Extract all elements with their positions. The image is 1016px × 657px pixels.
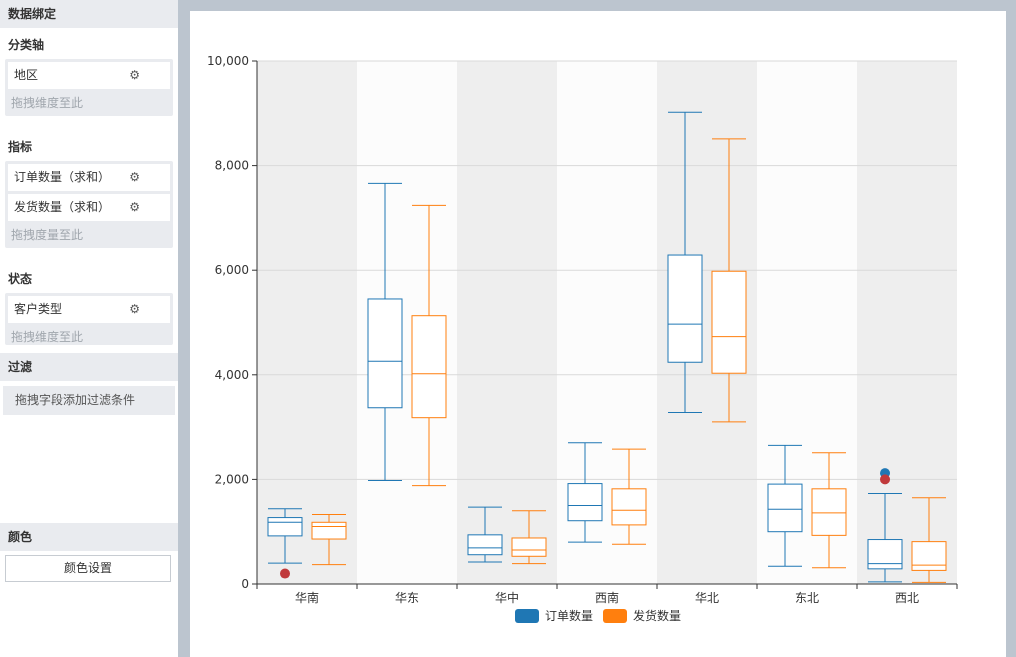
box-body (767, 483, 803, 533)
drop-hint: 拖拽度量至此 (11, 228, 84, 242)
drop-hint: 拖拽维度至此 (11, 330, 84, 344)
category-axis-drop-zone[interactable]: 地区 ⚙ 拖拽维度至此 (5, 59, 173, 116)
category-band (257, 61, 357, 584)
highlight-point (280, 568, 290, 579)
box-body (411, 315, 447, 419)
box-order (667, 111, 703, 413)
box-body (667, 254, 703, 363)
y-tick-label: 8,000 (215, 159, 249, 173)
y-tick-label: 10,000 (207, 54, 249, 68)
color-header: 颜色 (0, 523, 178, 551)
drop-hint: 拖拽维度至此 (11, 96, 84, 110)
box-body (611, 488, 647, 526)
legend-swatch (515, 609, 539, 623)
box-body (711, 270, 747, 374)
box-body (911, 541, 947, 571)
filter-drop-zone[interactable]: 拖拽字段添加过滤条件 (3, 386, 175, 415)
boxplot-chart: 0 2,000 4,000 6,000 8,000 10,000 华南 华东 华中 西南 华北 东北 西… (207, 54, 958, 623)
box-order (567, 442, 603, 543)
y-tick-label: 6,000 (215, 263, 249, 277)
state-title: 状态 (8, 272, 33, 286)
gear-icon[interactable]: ⚙ (129, 302, 140, 316)
y-tick-label: 4,000 (215, 368, 249, 382)
y-tick-label: 0 (241, 577, 249, 591)
box-body (567, 483, 603, 522)
y-tick-label: 2,000 (215, 472, 249, 486)
box-body (467, 534, 503, 556)
field-chip-label: 订单数量（求和） (14, 170, 111, 184)
chart-card: 0 2,000 4,000 6,000 8,000 10,000 华南 华东 华中 西南 华北 东北 西… (190, 11, 1006, 657)
box-body (511, 537, 547, 557)
box-body (367, 298, 403, 409)
x-tick-label: 西北 (895, 591, 919, 605)
state-drop-zone[interactable]: 客户类型 ⚙ 拖拽维度至此 (5, 293, 173, 345)
left-panel: 数据绑定 分类轴 地区 ⚙ 拖拽维度至此 指标 订单数量（求和） ⚙ 发货数量（… (0, 0, 178, 657)
x-tick-label: 西南 (595, 590, 619, 605)
box-order (367, 182, 403, 481)
box-body (811, 488, 847, 536)
x-tick-label: 华东 (395, 591, 419, 605)
field-chip-shipped-count[interactable]: 发货数量（求和） ⚙ (8, 194, 170, 221)
x-tick-label: 华南 (295, 590, 319, 605)
box-shipped (511, 510, 547, 565)
legend-swatch (603, 609, 627, 623)
box-body (311, 521, 347, 540)
gear-icon[interactable]: ⚙ (129, 68, 140, 82)
category-band (457, 61, 557, 584)
box-shipped (611, 448, 647, 545)
data-binding-header: 数据绑定 (0, 0, 178, 28)
metrics-drop-zone[interactable]: 订单数量（求和） ⚙ 发货数量（求和） ⚙ 拖拽度量至此 (5, 161, 173, 248)
box-shipped (811, 452, 847, 569)
category-axis-title: 分类轴 (8, 38, 45, 52)
field-chip-label: 地区 (14, 68, 39, 82)
box-body (267, 517, 303, 537)
field-chip-label: 发货数量（求和） (14, 200, 111, 214)
field-chip-region[interactable]: 地区 ⚙ (8, 62, 170, 89)
field-chip-label: 客户类型 (14, 302, 63, 316)
box-shipped (411, 204, 447, 487)
box-shipped (711, 138, 747, 423)
field-chip-order-count[interactable]: 订单数量（求和） ⚙ (8, 164, 170, 191)
box-shipped (311, 513, 347, 566)
x-tick-label: 东北 (795, 591, 819, 605)
x-tick-label: 华北 (695, 591, 719, 605)
field-chip-customer-type[interactable]: 客户类型 ⚙ (8, 296, 170, 323)
x-tick-label: 华中 (495, 590, 519, 605)
box-order (267, 508, 303, 564)
metrics-title: 指标 (8, 140, 33, 154)
legend-label: 订单数量 (545, 608, 593, 623)
box-order (467, 506, 503, 563)
color-settings-button[interactable]: 颜色设置 (5, 555, 171, 582)
box-body (867, 539, 903, 570)
box-order (767, 444, 803, 567)
gear-icon[interactable]: ⚙ (129, 200, 140, 214)
legend-label: 发货数量 (633, 608, 681, 623)
box-shipped (911, 497, 947, 583)
filter-header: 过滤 (0, 353, 178, 381)
box-order (867, 493, 903, 583)
category-band (857, 61, 957, 584)
gear-icon[interactable]: ⚙ (129, 170, 140, 184)
highlight-point (880, 474, 890, 485)
